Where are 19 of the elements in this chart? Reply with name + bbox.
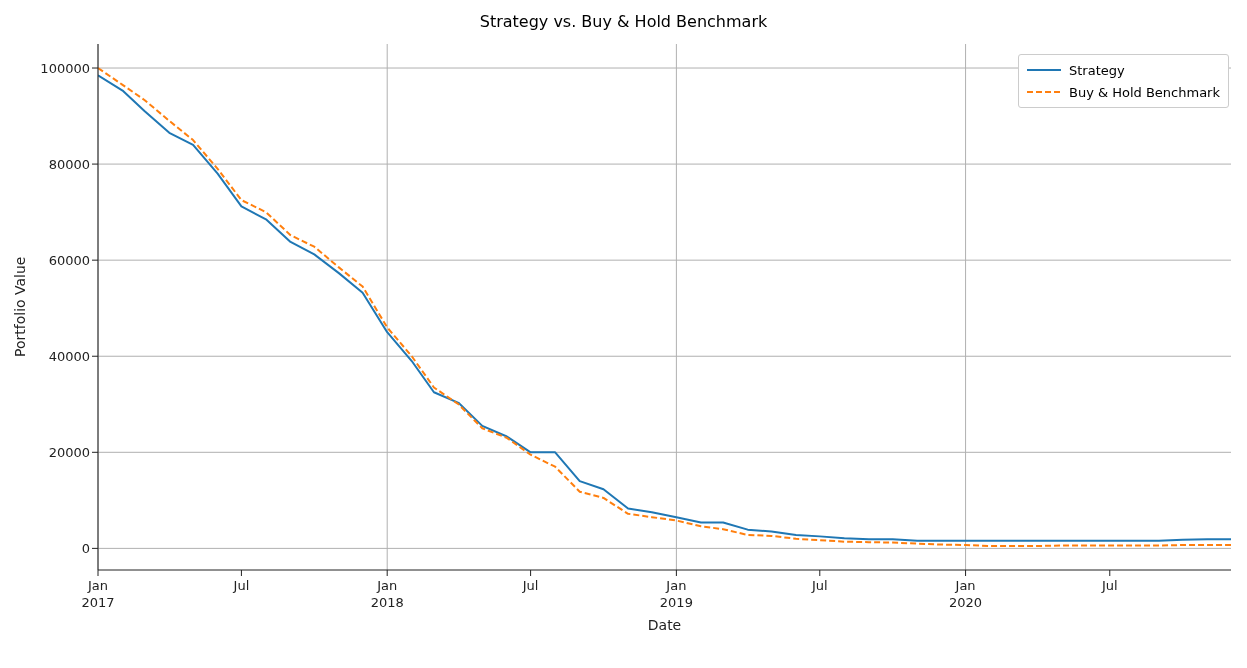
x-tick-label: Jan 2020 <box>949 578 983 610</box>
legend-label: Strategy <box>1068 62 1125 78</box>
x-axis-title: Date <box>647 617 682 633</box>
x-tick-label: Jan 2017 <box>81 578 115 610</box>
x-tick-label: Jul <box>810 578 828 593</box>
legend-label: Buy & Hold Benchmark <box>1068 84 1220 100</box>
x-tick-label: Jan 2019 <box>659 578 693 610</box>
y-tick-label: 60000 <box>48 252 90 268</box>
y-tick-label: 40000 <box>48 348 90 364</box>
y-tick-label: 80000 <box>48 156 90 172</box>
chart-title: Strategy vs. Buy & Hold Benchmark <box>478 11 769 33</box>
x-tick-label: Jul <box>521 578 539 593</box>
y-tick-label: 100000 <box>40 60 90 76</box>
y-tick-label: 0 <box>81 541 90 556</box>
x-tick-label: Jul <box>232 578 250 593</box>
y-tick-label: 20000 <box>48 444 90 460</box>
y-axis-title: Portfolio Value <box>11 256 28 357</box>
x-tick-label: Jan 2018 <box>370 578 404 610</box>
x-tick-label: Jul <box>1100 578 1118 593</box>
